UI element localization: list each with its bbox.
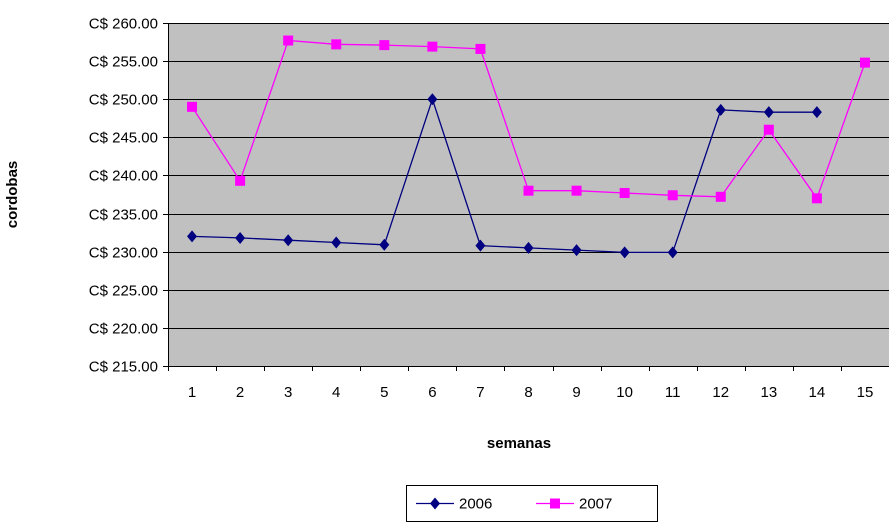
x-tick-label: 5	[380, 384, 388, 401]
data-point	[187, 230, 198, 243]
x-tick-label: 2	[236, 384, 244, 401]
x-axis-title: semanas	[487, 435, 551, 452]
series-2007	[187, 35, 870, 204]
data-point	[523, 241, 534, 254]
y-axis-title: cordobas	[4, 161, 21, 229]
y-tick-label: C$ 235.00	[89, 207, 158, 224]
x-tick-label: 11	[665, 384, 681, 401]
y-tick-label: C$ 245.00	[89, 130, 158, 147]
x-tick-label: 10	[616, 384, 633, 401]
legend-label: 2007	[579, 496, 612, 513]
data-point	[763, 124, 774, 135]
x-tick-label: 4	[332, 384, 340, 401]
data-point	[571, 244, 582, 257]
data-point	[235, 231, 246, 244]
data-point	[475, 239, 486, 252]
data-point	[619, 246, 630, 259]
x-tick-label: 7	[476, 384, 484, 401]
x-tick-label: 14	[809, 384, 826, 401]
legend-entry-2006: 2006	[416, 496, 492, 513]
data-point	[331, 39, 342, 50]
plot-area	[163, 23, 889, 371]
data-point	[283, 234, 294, 247]
legend-entry-2007: 2007	[536, 496, 612, 513]
x-tick-label: 15	[857, 384, 874, 401]
x-tick-label: 9	[572, 384, 580, 401]
y-tick-label: C$ 260.00	[89, 16, 158, 33]
data-point	[427, 41, 438, 52]
data-point	[283, 35, 294, 46]
data-point	[811, 106, 822, 119]
y-tick-label: C$ 215.00	[89, 359, 158, 376]
x-tick-labels: 1 2 3 4 5 6 7 8 9 10 11 12 13 14 15	[188, 384, 873, 401]
data-point	[667, 246, 678, 259]
data-point	[331, 236, 342, 249]
x-tick-label: 8	[524, 384, 532, 401]
data-point	[523, 185, 534, 196]
data-point	[667, 190, 678, 201]
x-tick-label: 6	[428, 384, 436, 401]
data-point	[427, 93, 438, 106]
x-tick-label: 12	[712, 384, 729, 401]
series-2006	[187, 93, 822, 259]
x-tick-label: 3	[284, 384, 292, 401]
data-point	[811, 193, 822, 204]
legend-marker	[550, 498, 560, 509]
y-tick-label: C$ 230.00	[89, 245, 158, 262]
y-tick-label: C$ 240.00	[89, 168, 158, 185]
series-line	[191, 97, 817, 254]
legend-marker	[430, 497, 440, 510]
y-tick-labels: C$ 215.00 C$ 220.00 C$ 225.00 C$ 230.00 C$ 2…	[89, 16, 158, 376]
x-tick-label: 13	[760, 384, 777, 401]
data-point	[571, 185, 582, 196]
data-point	[715, 191, 726, 202]
data-point	[715, 103, 726, 116]
y-tick-label: C$ 220.00	[89, 321, 158, 338]
data-point	[187, 101, 198, 112]
data-point	[379, 40, 390, 51]
legend-label: 2006	[459, 496, 492, 513]
y-tick-label: C$ 255.00	[89, 54, 158, 71]
y-tick-label: C$ 250.00	[89, 92, 158, 109]
data-point	[619, 187, 630, 198]
legend: 2006 2007	[406, 485, 658, 522]
data-point	[859, 57, 870, 68]
data-point	[475, 43, 486, 54]
x-tick-label: 1	[188, 384, 196, 401]
y-tick-label: C$ 225.00	[89, 283, 158, 300]
data-point	[763, 106, 774, 119]
data-point	[235, 175, 246, 186]
data-point	[379, 238, 390, 251]
